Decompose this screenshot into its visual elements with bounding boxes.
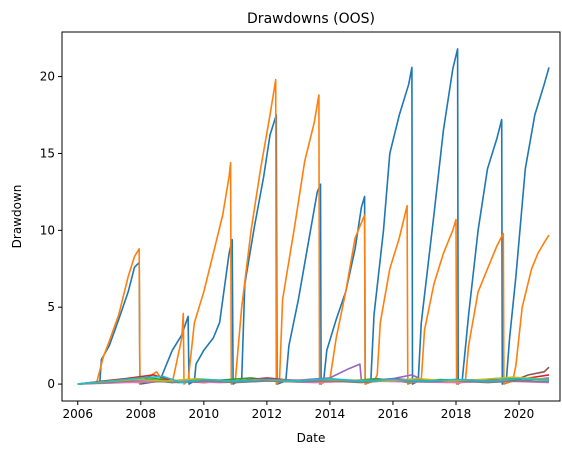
plot-frame <box>61 31 561 402</box>
x-tick-label: 2016 <box>378 407 409 421</box>
y-axis-label: Drawdown <box>10 185 24 249</box>
y-tick-label: 10 <box>40 223 55 237</box>
x-tick-label: 2010 <box>189 407 220 421</box>
y-tick-label: 5 <box>47 300 55 314</box>
series-layer <box>77 48 550 385</box>
y-axis: 0 5 10 15 20 <box>40 70 62 391</box>
x-tick-label: 2006 <box>62 407 93 421</box>
x-axis-label: Date <box>297 431 326 445</box>
y-tick-label: 15 <box>40 146 55 160</box>
chart-title: Drawdowns (OOS) <box>247 11 375 27</box>
x-tick-label: 2008 <box>126 407 157 421</box>
series-line-1 <box>77 48 550 385</box>
x-tick-label: 2018 <box>441 407 472 421</box>
y-tick-label: 20 <box>40 70 55 84</box>
x-tick-label: 2014 <box>315 407 346 421</box>
x-axis: 2006 2008 2010 2012 2014 2016 2018 2020 <box>62 401 534 421</box>
series-line-10 <box>77 375 550 385</box>
x-tick-label: 2020 <box>504 407 535 421</box>
y-tick-label: 0 <box>47 377 55 391</box>
x-tick-label: 2012 <box>252 407 283 421</box>
